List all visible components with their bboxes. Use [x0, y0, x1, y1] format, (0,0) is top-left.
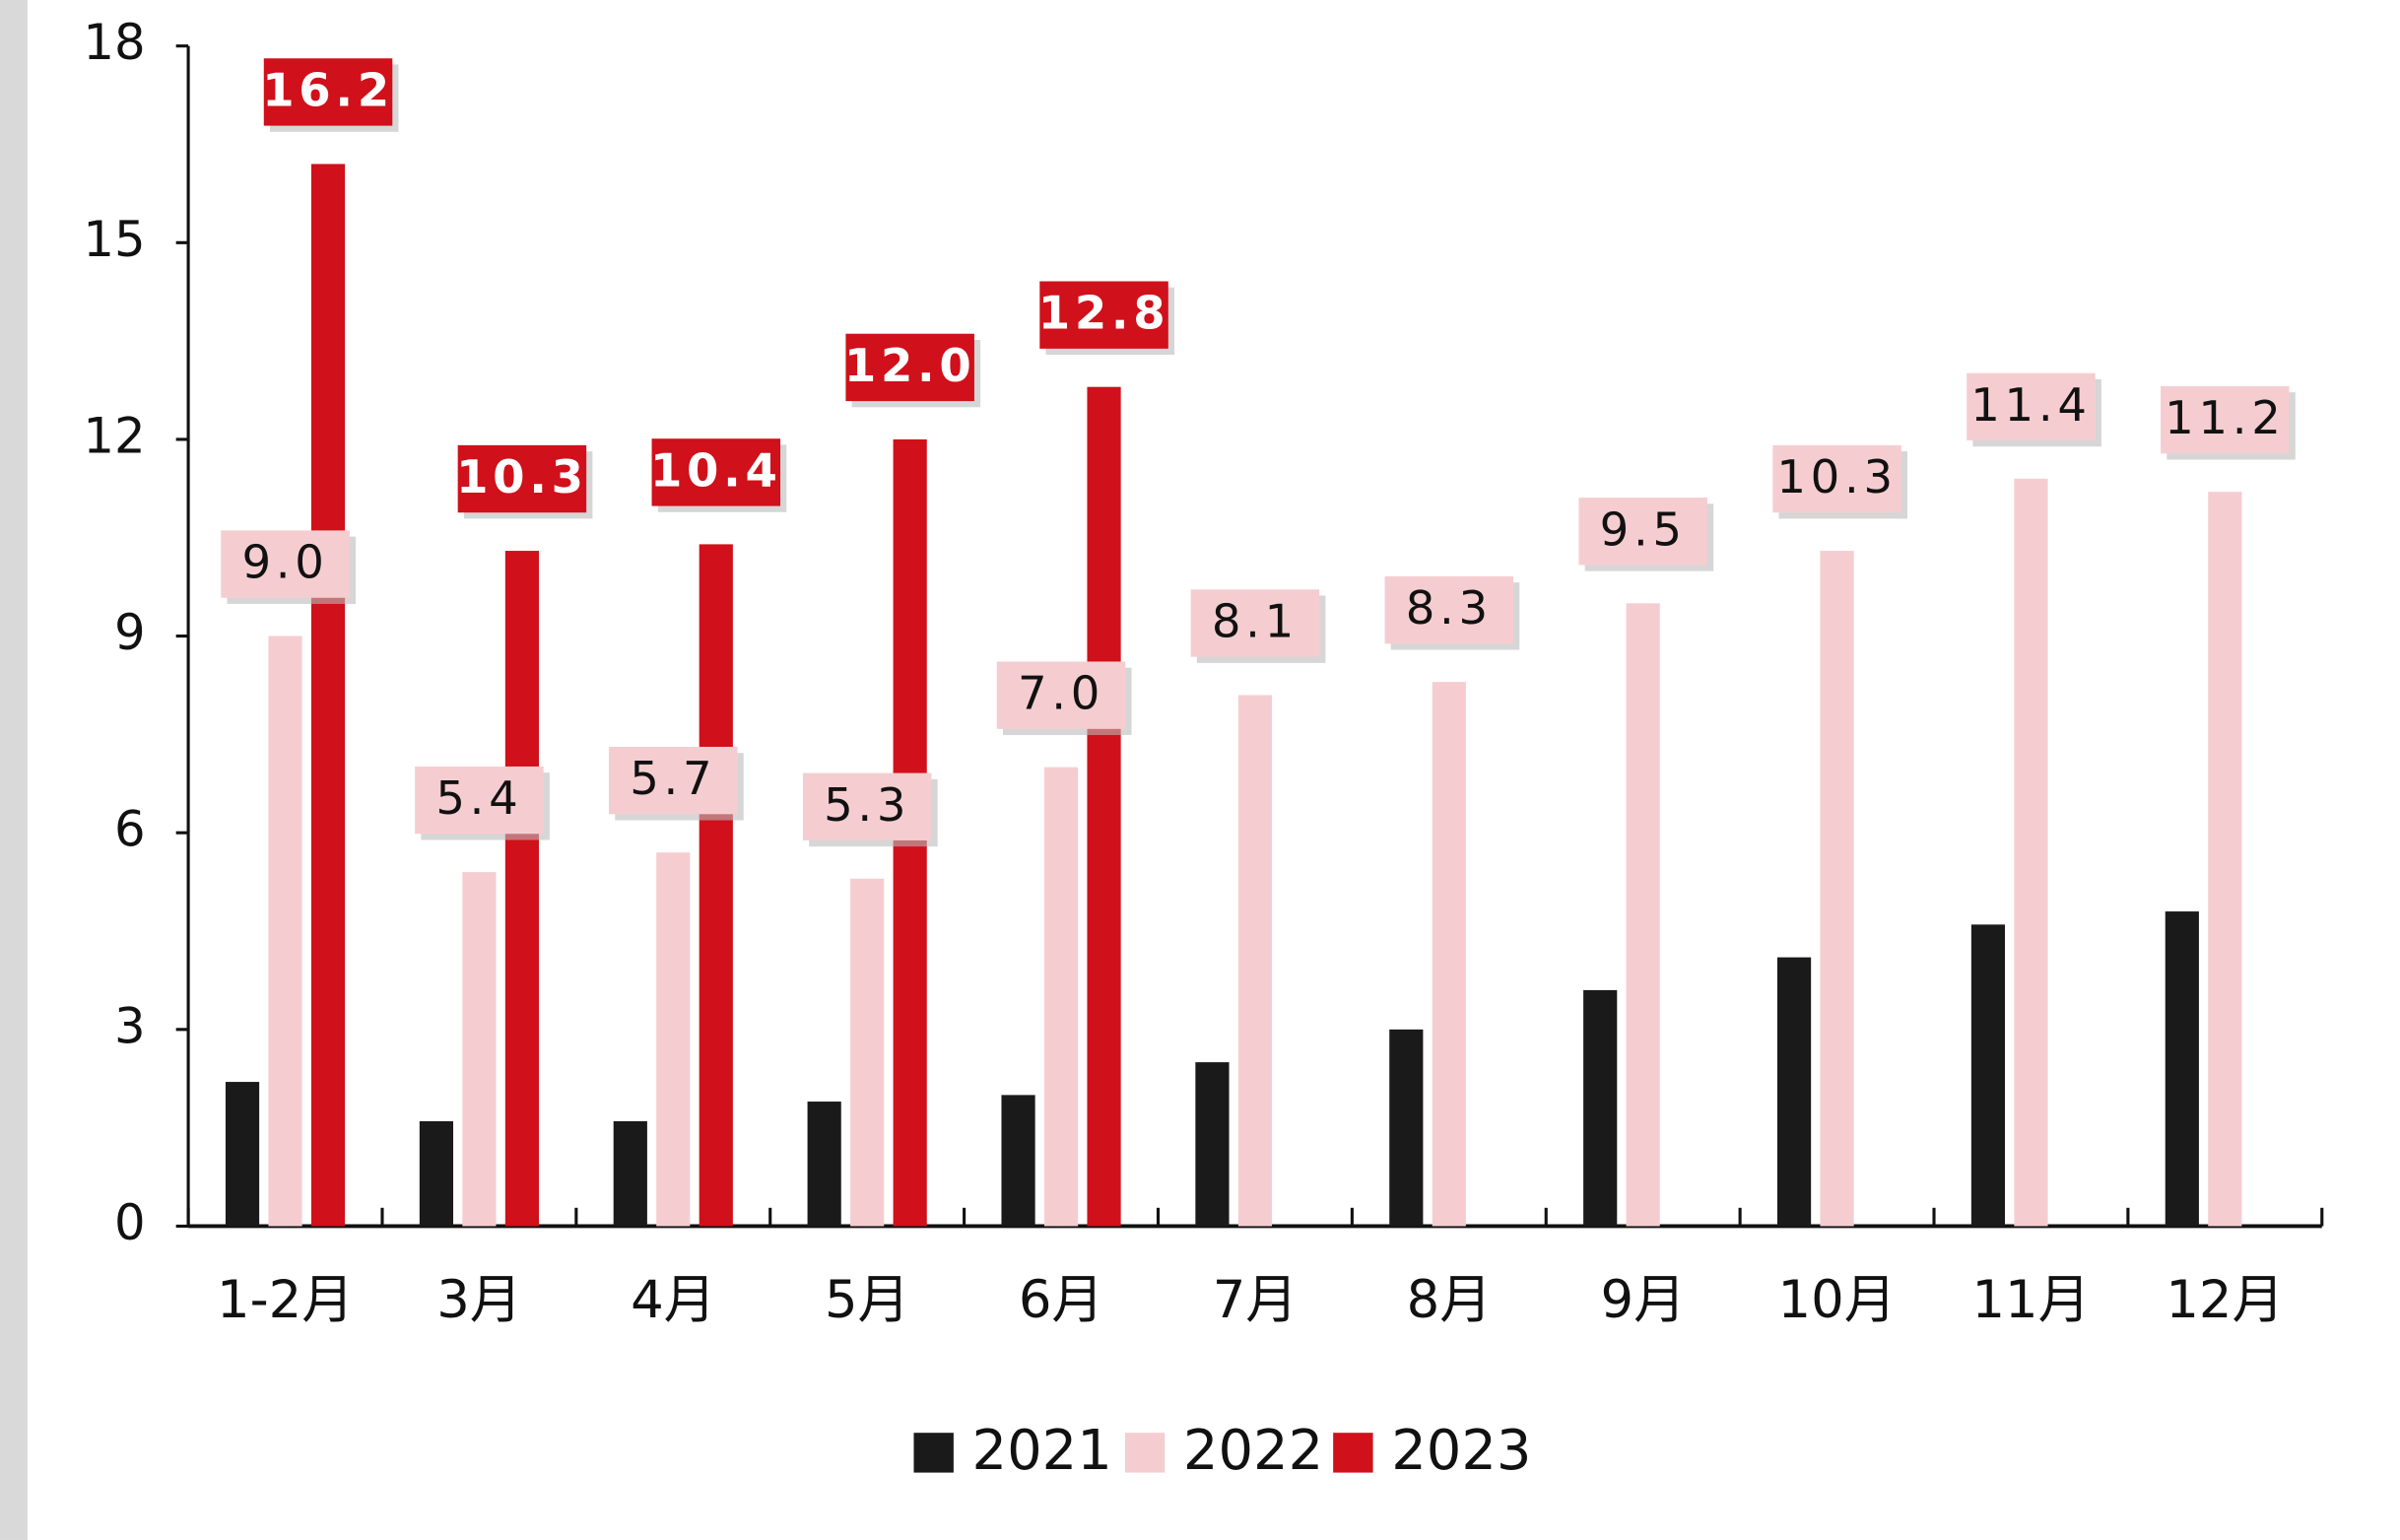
label-box — [1384, 575, 1514, 644]
x-tick-label: 6月 — [1019, 1270, 1103, 1330]
x-tick-label: 11月 — [1971, 1270, 2090, 1330]
value-label: 10.3 — [1776, 450, 1897, 503]
value-label: 9.5 — [1600, 502, 1687, 556]
bar — [1970, 924, 2006, 1227]
bar — [2208, 492, 2242, 1227]
value-label: 16.2 — [262, 63, 394, 116]
y-tick-label: 18 — [83, 14, 145, 71]
value-label: 11.4 — [1970, 378, 2091, 432]
bar — [310, 164, 346, 1227]
legend-label: 2022 — [1183, 1419, 1323, 1483]
bar — [850, 878, 885, 1227]
value-label: 10.3 — [456, 450, 588, 503]
side-strip — [0, 0, 28, 1540]
value-label: 9.0 — [241, 536, 328, 589]
value-label: 8.1 — [1212, 594, 1299, 647]
label-box — [845, 333, 974, 402]
bar — [699, 544, 733, 1227]
label-box — [1772, 444, 1901, 513]
x-tick-label: 10月 — [1778, 1270, 1897, 1330]
label-box — [996, 661, 1126, 729]
x-tick-label: 12月 — [2166, 1270, 2284, 1330]
x-tick-label: 5月 — [825, 1270, 909, 1330]
label-box — [802, 772, 932, 840]
value-label: 12.8 — [1038, 287, 1170, 340]
bar — [1583, 989, 1618, 1227]
bar — [1001, 1095, 1035, 1227]
value-label: 10.4 — [650, 443, 782, 497]
legend-label: 2021 — [972, 1419, 1112, 1483]
x-tick-label: 4月 — [631, 1270, 715, 1330]
bar — [613, 1120, 647, 1227]
bar — [419, 1120, 453, 1227]
y-tick-label: 6 — [114, 801, 146, 858]
value-label: 11.2 — [2165, 391, 2285, 444]
bar — [504, 551, 539, 1227]
bar — [807, 1102, 841, 1227]
bar — [225, 1082, 260, 1227]
value-label: 8.3 — [1406, 581, 1493, 635]
bar — [2014, 478, 2048, 1227]
label-box — [415, 766, 544, 835]
x-tick-label: 9月 — [1600, 1270, 1685, 1330]
label-box — [1039, 281, 1168, 349]
label-box — [263, 58, 393, 126]
bar — [1195, 1062, 1230, 1227]
x-tick-label: 7月 — [1213, 1270, 1298, 1330]
bar — [1389, 1029, 1424, 1227]
label-box — [2161, 385, 2290, 454]
y-tick-label: 15 — [83, 211, 145, 268]
y-tick-label: 0 — [114, 1194, 146, 1251]
x-tick-label: 8月 — [1407, 1270, 1492, 1330]
label-box — [221, 530, 350, 598]
x-tick-label: 1-2月 — [217, 1270, 354, 1330]
bar — [462, 872, 497, 1227]
y-tick-label: 9 — [114, 604, 146, 661]
label-box — [457, 444, 587, 513]
bar — [1776, 957, 1812, 1227]
value-label: 7.0 — [1018, 667, 1104, 720]
label-box — [609, 746, 738, 815]
legend-label: 2023 — [1391, 1419, 1531, 1483]
bar — [2165, 911, 2199, 1227]
label-box — [1190, 589, 1320, 657]
bar — [1237, 695, 1273, 1227]
y-tick-label: 12 — [83, 407, 145, 464]
label-box — [1578, 498, 1707, 566]
label-box — [1967, 372, 2096, 441]
bar — [656, 852, 691, 1227]
value-label: 12.0 — [844, 339, 976, 392]
legend-swatch — [913, 1433, 954, 1473]
bar — [1820, 551, 1854, 1227]
legend-swatch — [1333, 1433, 1373, 1473]
legend-swatch — [1124, 1433, 1166, 1473]
bar — [1043, 767, 1079, 1227]
y-tick-label: 3 — [114, 997, 146, 1054]
x-tick-label: 3月 — [436, 1270, 521, 1330]
value-label: 5.4 — [435, 771, 522, 825]
bar — [268, 636, 302, 1227]
value-label: 5.7 — [630, 752, 716, 805]
value-label: 5.3 — [824, 778, 910, 832]
bar — [1432, 682, 1466, 1227]
bar — [1087, 386, 1121, 1227]
bar — [1626, 603, 1660, 1227]
label-box — [651, 438, 781, 506]
